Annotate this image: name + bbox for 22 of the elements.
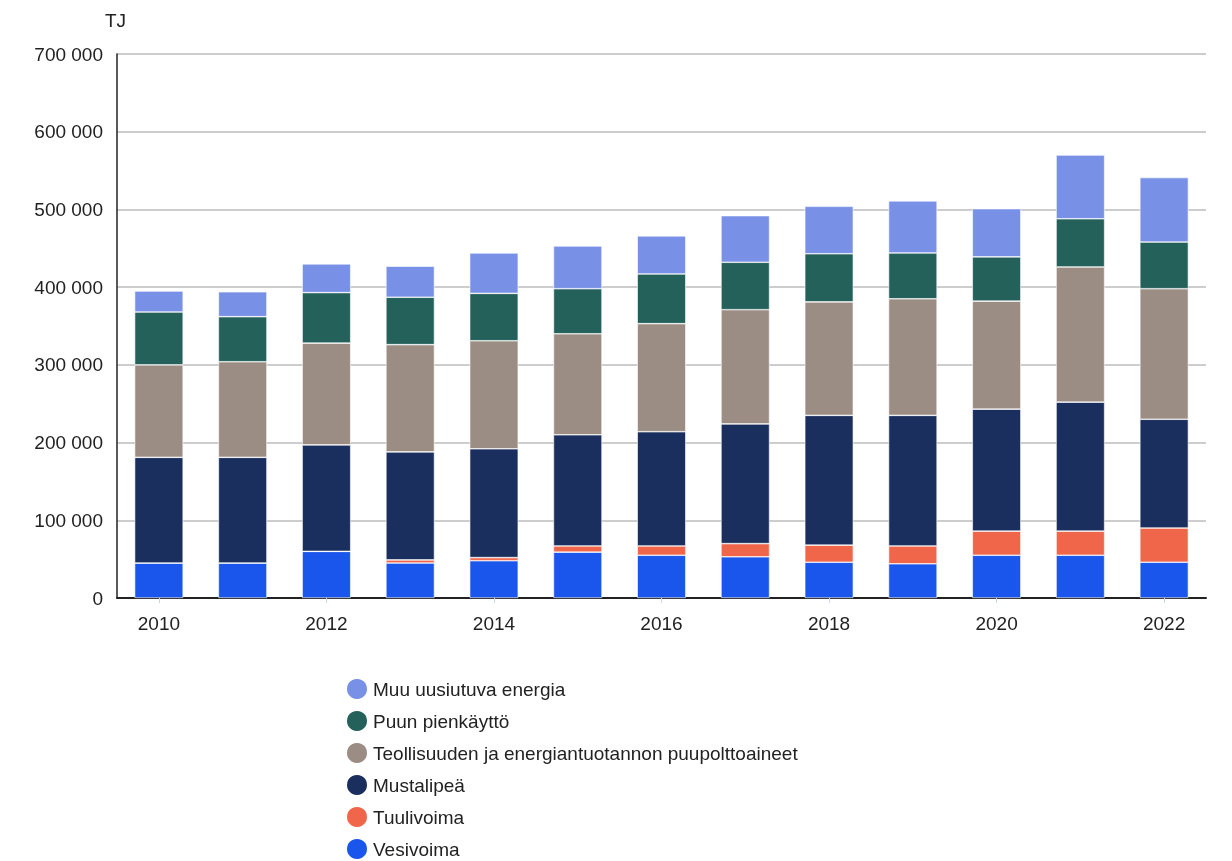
y-tick-label: 300 000: [34, 354, 103, 376]
legend-label: Vesivoima: [373, 838, 461, 860]
legend-label: Mustalipeä: [373, 774, 466, 796]
y-axis-title: TJ: [105, 10, 127, 31]
legend-label: Tuulivoima: [373, 806, 465, 828]
x-tick-label: 2010: [137, 613, 181, 634]
y-tick-label: 600 000: [34, 121, 103, 143]
legend-label: Muu uusiutuva energia: [373, 678, 566, 700]
x-tick-label: 2016: [640, 613, 683, 634]
y-tick-label: 0: [92, 587, 103, 609]
legend-label: Teollisuuden ja energiantuotannon puupolttoaineet: [373, 742, 799, 764]
x-tick-label: 2018: [807, 613, 851, 634]
y-tick-label: 700 000: [34, 43, 103, 65]
y-tick-label: 200 000: [34, 432, 103, 454]
y-tick-label: 500 000: [34, 198, 103, 220]
x-tick-label: 2014: [472, 613, 516, 634]
x-tick-label: 2020: [975, 613, 1018, 634]
y-tick-label: 400 000: [34, 276, 103, 298]
legend-label: Puun pienkäyttö: [373, 710, 510, 732]
x-tick-label: 2022: [1142, 613, 1186, 634]
y-tick-label: 100 000: [34, 509, 103, 531]
x-tick-label: 2012: [305, 613, 348, 634]
